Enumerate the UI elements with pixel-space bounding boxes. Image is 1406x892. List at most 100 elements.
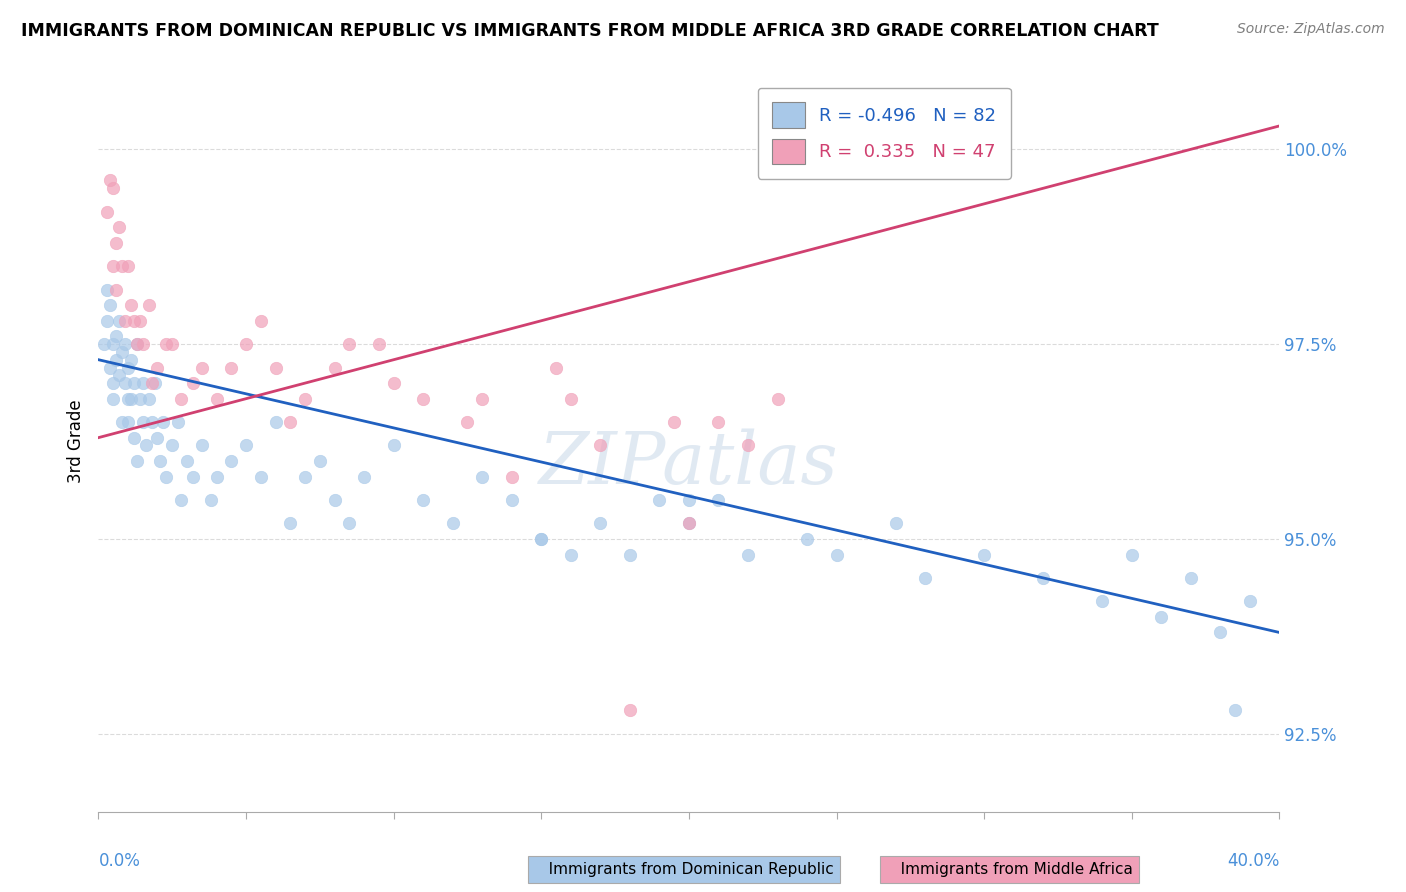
Point	[412, 392, 434, 406]
Point	[96, 204, 118, 219]
Point	[128, 392, 150, 406]
Point	[796, 532, 818, 546]
Point	[221, 360, 243, 375]
Text: IMMIGRANTS FROM DOMINICAN REPUBLIC VS IMMIGRANTS FROM MIDDLE AFRICA 3RD GRADE CO: IMMIGRANTS FROM DOMINICAN REPUBLIC VS IM…	[21, 22, 1159, 40]
Point	[132, 415, 155, 429]
Point	[98, 298, 121, 312]
Point	[648, 493, 671, 508]
Point	[546, 360, 568, 375]
Point	[170, 392, 193, 406]
Point	[162, 438, 183, 452]
Point	[135, 438, 157, 452]
Point	[471, 469, 494, 483]
Point	[235, 438, 257, 452]
Point	[1032, 571, 1054, 585]
Point	[120, 298, 142, 312]
Point	[1180, 571, 1202, 585]
Point	[825, 548, 848, 562]
Point	[766, 392, 789, 406]
Point	[108, 368, 131, 383]
Text: 40.0%: 40.0%	[1227, 853, 1279, 871]
Point	[96, 314, 118, 328]
Point	[280, 516, 302, 531]
Point	[339, 516, 361, 531]
Point	[501, 469, 523, 483]
Y-axis label: 3rd Grade: 3rd Grade	[66, 400, 84, 483]
Point	[323, 493, 346, 508]
Point	[280, 415, 302, 429]
Point	[560, 548, 582, 562]
Point	[122, 376, 145, 390]
Point	[205, 392, 228, 406]
Point	[1121, 548, 1143, 562]
Point	[111, 259, 134, 273]
Point	[205, 469, 228, 483]
Point	[170, 493, 193, 508]
Point	[323, 360, 346, 375]
Point	[143, 376, 166, 390]
Point	[103, 259, 125, 273]
Point	[309, 454, 332, 468]
Point	[125, 337, 148, 351]
Point	[530, 532, 553, 546]
Legend: R = -0.496   N = 82, R =  0.335   N = 47: R = -0.496 N = 82, R = 0.335 N = 47	[758, 87, 1011, 178]
Point	[294, 392, 316, 406]
Point	[103, 181, 125, 195]
Point	[619, 703, 641, 717]
Point	[191, 360, 214, 375]
Point	[117, 360, 139, 375]
Point	[125, 454, 148, 468]
Point	[678, 516, 700, 531]
Point	[707, 415, 730, 429]
Point	[155, 337, 177, 351]
Point	[1209, 625, 1232, 640]
Point	[98, 360, 121, 375]
Point	[471, 392, 494, 406]
Point	[176, 454, 198, 468]
Point	[120, 392, 142, 406]
Point	[1239, 594, 1261, 608]
Point	[200, 493, 222, 508]
Point	[678, 493, 700, 508]
Point	[589, 438, 612, 452]
Point	[353, 469, 375, 483]
Point	[141, 376, 163, 390]
Point	[191, 438, 214, 452]
Point	[250, 469, 273, 483]
Point	[117, 392, 139, 406]
Point	[1150, 610, 1173, 624]
Point	[294, 469, 316, 483]
Point	[117, 415, 139, 429]
Point	[114, 314, 136, 328]
Point	[103, 392, 125, 406]
Point	[146, 360, 169, 375]
Point	[108, 314, 131, 328]
Point	[737, 438, 759, 452]
Point	[111, 415, 134, 429]
Point	[560, 392, 582, 406]
Point	[973, 548, 995, 562]
Point	[235, 337, 257, 351]
Point	[105, 283, 128, 297]
Point	[412, 493, 434, 508]
Point	[114, 337, 136, 351]
Text: Immigrants from Middle Africa: Immigrants from Middle Africa	[886, 863, 1133, 877]
Point	[181, 469, 204, 483]
Point	[884, 516, 907, 531]
Point	[914, 571, 936, 585]
Point	[132, 337, 155, 351]
Point	[138, 298, 160, 312]
Text: 0.0%: 0.0%	[98, 853, 141, 871]
Point	[501, 493, 523, 508]
Point	[382, 438, 405, 452]
Point	[105, 329, 128, 343]
Point	[441, 516, 464, 531]
Point	[457, 415, 479, 429]
Point	[149, 454, 172, 468]
Point	[707, 493, 730, 508]
Point	[264, 415, 287, 429]
Point	[152, 415, 174, 429]
Point	[589, 516, 612, 531]
Point	[664, 415, 686, 429]
Point	[125, 337, 148, 351]
